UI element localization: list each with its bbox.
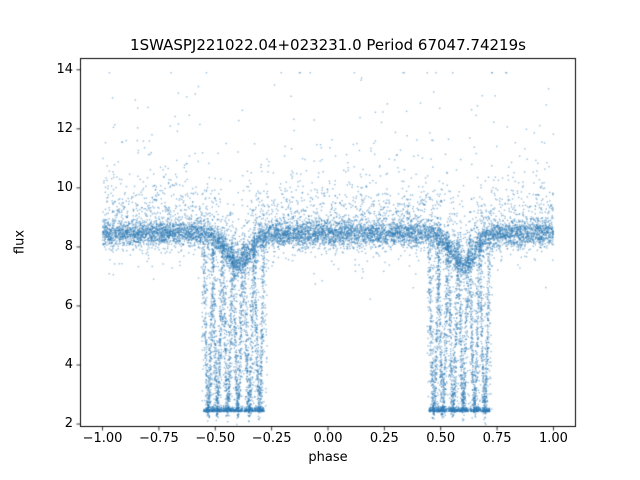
x-tick-label: 0.75 [482, 431, 512, 446]
chart-title: 1SWASPJ221022.04+023231.0 Period 67047.7… [130, 36, 526, 54]
x-tick-label: 0.25 [369, 431, 399, 446]
x-axis-label: phase [308, 450, 348, 465]
y-tick-label: 8 [64, 238, 73, 254]
y-tick-label: 14 [56, 61, 73, 77]
x-tick-label: −1.00 [82, 431, 123, 446]
y-tick-label: 4 [64, 357, 73, 372]
x-tick-label: −0.25 [251, 431, 292, 446]
y-tick-label: 12 [56, 120, 73, 136]
x-tick-label: 1.00 [538, 431, 568, 446]
x-tick-label: −0.75 [138, 431, 179, 446]
y-tick-label: 10 [56, 179, 73, 195]
x-tick-label: 0.00 [313, 431, 343, 446]
x-tick-label: −0.50 [195, 431, 236, 446]
y-tick-label: 6 [64, 297, 73, 313]
y-tick-label: 2 [64, 416, 73, 432]
x-tick-label: 0.50 [426, 431, 456, 446]
